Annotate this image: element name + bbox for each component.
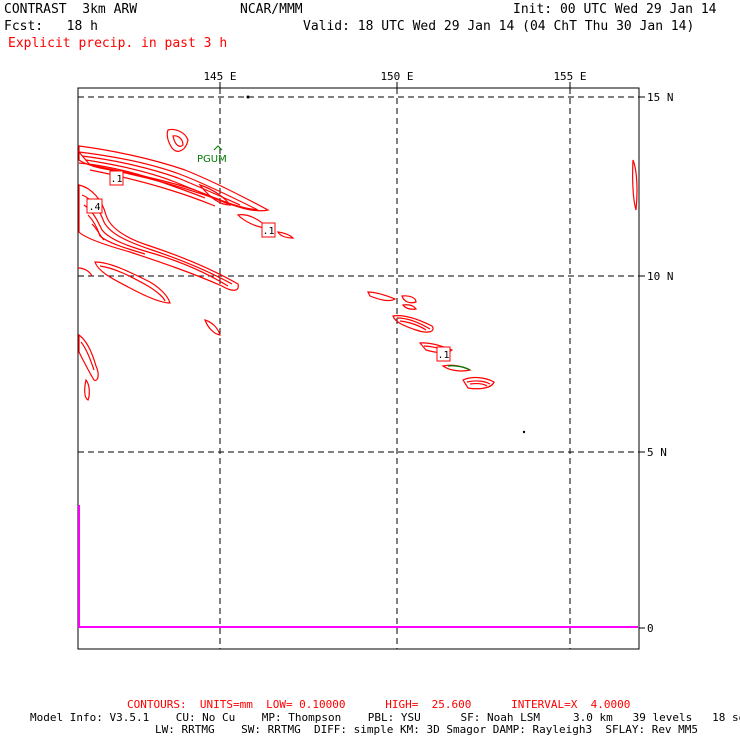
contour-info: CONTOURS: UNITS=mm LOW= 0.10000 HIGH= 25… bbox=[127, 698, 631, 711]
precip-contours bbox=[77, 128, 638, 401]
map-frame bbox=[77, 87, 640, 650]
lat-label-5: 5 N bbox=[647, 446, 667, 459]
lat-label-10: 10 N bbox=[647, 270, 674, 283]
svg-text:.1: .1 bbox=[110, 174, 122, 185]
svg-text:.1: .1 bbox=[262, 226, 274, 237]
station-marker bbox=[447, 365, 471, 371]
contour-label-2: .4 bbox=[86, 198, 103, 214]
graticule bbox=[78, 88, 639, 649]
field-title: Explicit precip. in past 3 h bbox=[8, 36, 228, 51]
model-info-line1: Model Info: V3.5.1 CU: No Cu MP: Thompso… bbox=[30, 711, 740, 724]
svg-text:.1: .1 bbox=[437, 350, 449, 361]
map-dot bbox=[246, 95, 250, 99]
svg-text:.4: .4 bbox=[88, 202, 100, 213]
lon-label-150: 150 E bbox=[380, 70, 413, 83]
contour-label-1: .1 bbox=[109, 170, 124, 186]
magenta-line bbox=[78, 505, 638, 628]
lat-ticks bbox=[639, 96, 645, 629]
valid-time: Valid: 18 UTC Wed 29 Jan 14 (04 ChT Thu … bbox=[303, 19, 695, 34]
station-icon bbox=[213, 145, 223, 151]
forecast-hour: Fcst: 18 h bbox=[4, 19, 98, 34]
map-dot bbox=[522, 430, 526, 434]
zero-label: 0 bbox=[647, 622, 654, 635]
station-label-pgum: PGUM bbox=[197, 154, 227, 165]
contour-label-3: .1 bbox=[261, 222, 276, 238]
lon-label-155: 155 E bbox=[553, 70, 586, 83]
center-title: NCAR/MMM bbox=[240, 2, 303, 17]
lon-label-145: 145 E bbox=[203, 70, 236, 83]
init-time: Init: 00 UTC Wed 29 Jan 14 bbox=[513, 2, 717, 17]
lon-ticks bbox=[219, 82, 571, 88]
lat-label-15: 15 N bbox=[647, 91, 674, 104]
model-info-line2: LW: RRTMG SW: RRTMG DIFF: simple KM: 3D … bbox=[155, 723, 699, 736]
model-title: CONTRAST 3km ARW bbox=[4, 2, 138, 17]
contour-label-4: .1 bbox=[436, 346, 451, 362]
